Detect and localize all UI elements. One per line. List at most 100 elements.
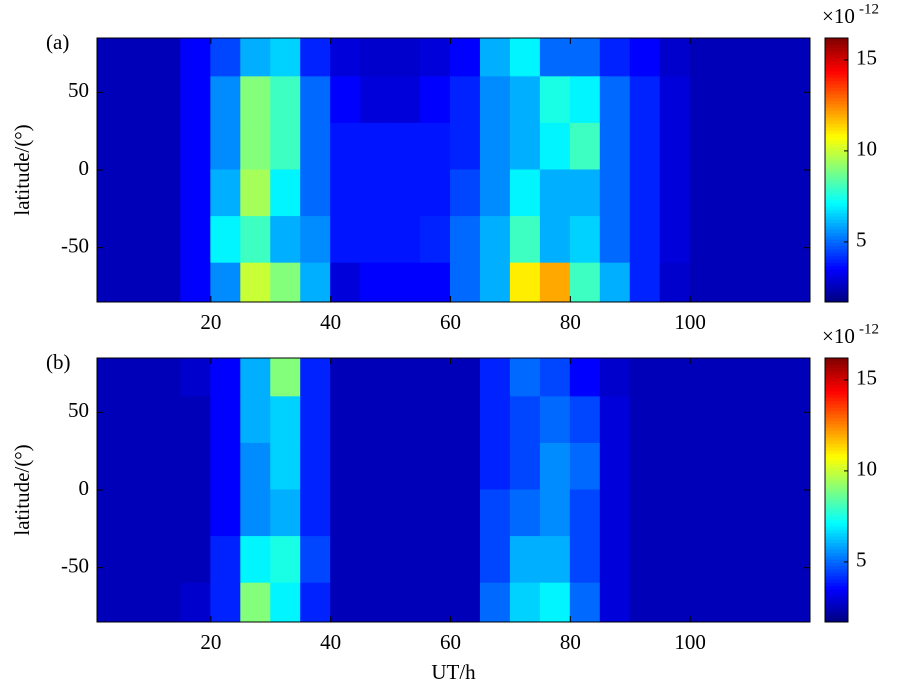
colorbar-swatch xyxy=(825,268,848,273)
colorbar-swatch xyxy=(825,572,848,577)
colorbar-swatch xyxy=(825,265,848,270)
cell xyxy=(180,536,212,584)
y-tick-label: 0 xyxy=(79,156,90,180)
colorbar-swatch xyxy=(825,423,848,428)
cell xyxy=(180,396,212,444)
cell xyxy=(629,489,661,538)
cell xyxy=(719,536,751,584)
cell xyxy=(450,216,481,264)
cell xyxy=(150,262,182,302)
y-tick-label: 50 xyxy=(68,398,89,422)
cell xyxy=(270,582,302,622)
cell xyxy=(719,122,751,171)
cell xyxy=(180,358,212,398)
cell xyxy=(569,442,601,491)
cell xyxy=(749,536,781,584)
cell xyxy=(97,442,122,491)
cell xyxy=(629,169,661,218)
colorbar-swatch xyxy=(825,397,848,402)
cell xyxy=(150,76,182,124)
cell xyxy=(97,489,122,538)
cell xyxy=(779,582,810,622)
colorbar-swatch xyxy=(825,427,848,431)
y-tick-label: 0 xyxy=(79,476,90,500)
x-tick-label: 40 xyxy=(320,310,341,334)
colorbar-swatch xyxy=(825,149,848,154)
colorbar-swatch xyxy=(825,116,848,121)
cell xyxy=(120,358,152,398)
cell xyxy=(569,358,601,398)
colorbar-swatch xyxy=(825,113,848,118)
colorbar-tick-label: 5 xyxy=(856,228,867,252)
cell xyxy=(659,536,691,584)
colorbar-swatch xyxy=(825,549,848,553)
colorbar-swatch xyxy=(825,615,848,619)
cell xyxy=(240,358,272,398)
x-tick-label: 80 xyxy=(560,630,581,654)
cell xyxy=(659,38,691,78)
cell xyxy=(749,76,781,124)
cell xyxy=(300,76,332,124)
cell xyxy=(240,536,272,584)
cell xyxy=(300,169,332,218)
cell xyxy=(749,122,781,171)
cell xyxy=(300,38,332,78)
cell xyxy=(569,38,601,78)
colorbar-swatch xyxy=(825,555,848,560)
cell xyxy=(120,38,152,78)
cell xyxy=(97,582,122,622)
cell xyxy=(97,216,122,264)
x-tick-label: 60 xyxy=(440,310,461,334)
cell xyxy=(479,536,511,584)
cell xyxy=(150,38,182,78)
cell xyxy=(420,442,452,491)
cell xyxy=(120,122,152,171)
cell xyxy=(360,122,392,171)
cell xyxy=(689,262,721,302)
cell xyxy=(599,582,631,622)
cell xyxy=(210,122,242,171)
cell xyxy=(539,216,571,264)
cell xyxy=(629,358,661,398)
cell xyxy=(539,76,571,124)
colorbar-swatch xyxy=(825,83,848,88)
cell xyxy=(330,216,362,264)
cell xyxy=(300,358,332,398)
cell xyxy=(779,76,810,124)
colorbar-swatch xyxy=(825,47,848,52)
cell xyxy=(539,536,571,584)
cell xyxy=(629,76,661,124)
colorbar-swatch xyxy=(825,417,848,421)
cell xyxy=(479,122,511,171)
cell xyxy=(420,216,452,264)
cell xyxy=(629,262,661,302)
colorbar-swatch xyxy=(825,364,848,369)
cell xyxy=(240,216,272,264)
cell xyxy=(569,536,601,584)
cell xyxy=(599,262,631,302)
cell xyxy=(390,76,422,124)
cell xyxy=(150,489,182,538)
cell xyxy=(270,122,302,171)
cell xyxy=(450,169,481,218)
colorbar-swatch xyxy=(825,123,848,128)
colorbar-swatch xyxy=(825,97,848,101)
cell xyxy=(120,396,152,444)
cell xyxy=(719,396,751,444)
colorbar-swatch xyxy=(825,133,848,138)
cell xyxy=(330,38,362,78)
colorbar-swatch xyxy=(825,242,848,247)
cell xyxy=(659,122,691,171)
colorbar-exponent-base: ×10 xyxy=(822,324,855,348)
cell xyxy=(569,582,601,622)
colorbar-swatch xyxy=(825,248,848,253)
cell xyxy=(689,536,721,584)
cell xyxy=(270,358,302,398)
colorbar-swatch xyxy=(825,535,848,540)
colorbar-swatch xyxy=(825,196,848,200)
colorbar-swatch xyxy=(825,298,848,303)
colorbar-swatch xyxy=(825,585,848,590)
cell xyxy=(689,442,721,491)
colorbar-swatch xyxy=(825,140,848,144)
cell xyxy=(390,38,422,78)
